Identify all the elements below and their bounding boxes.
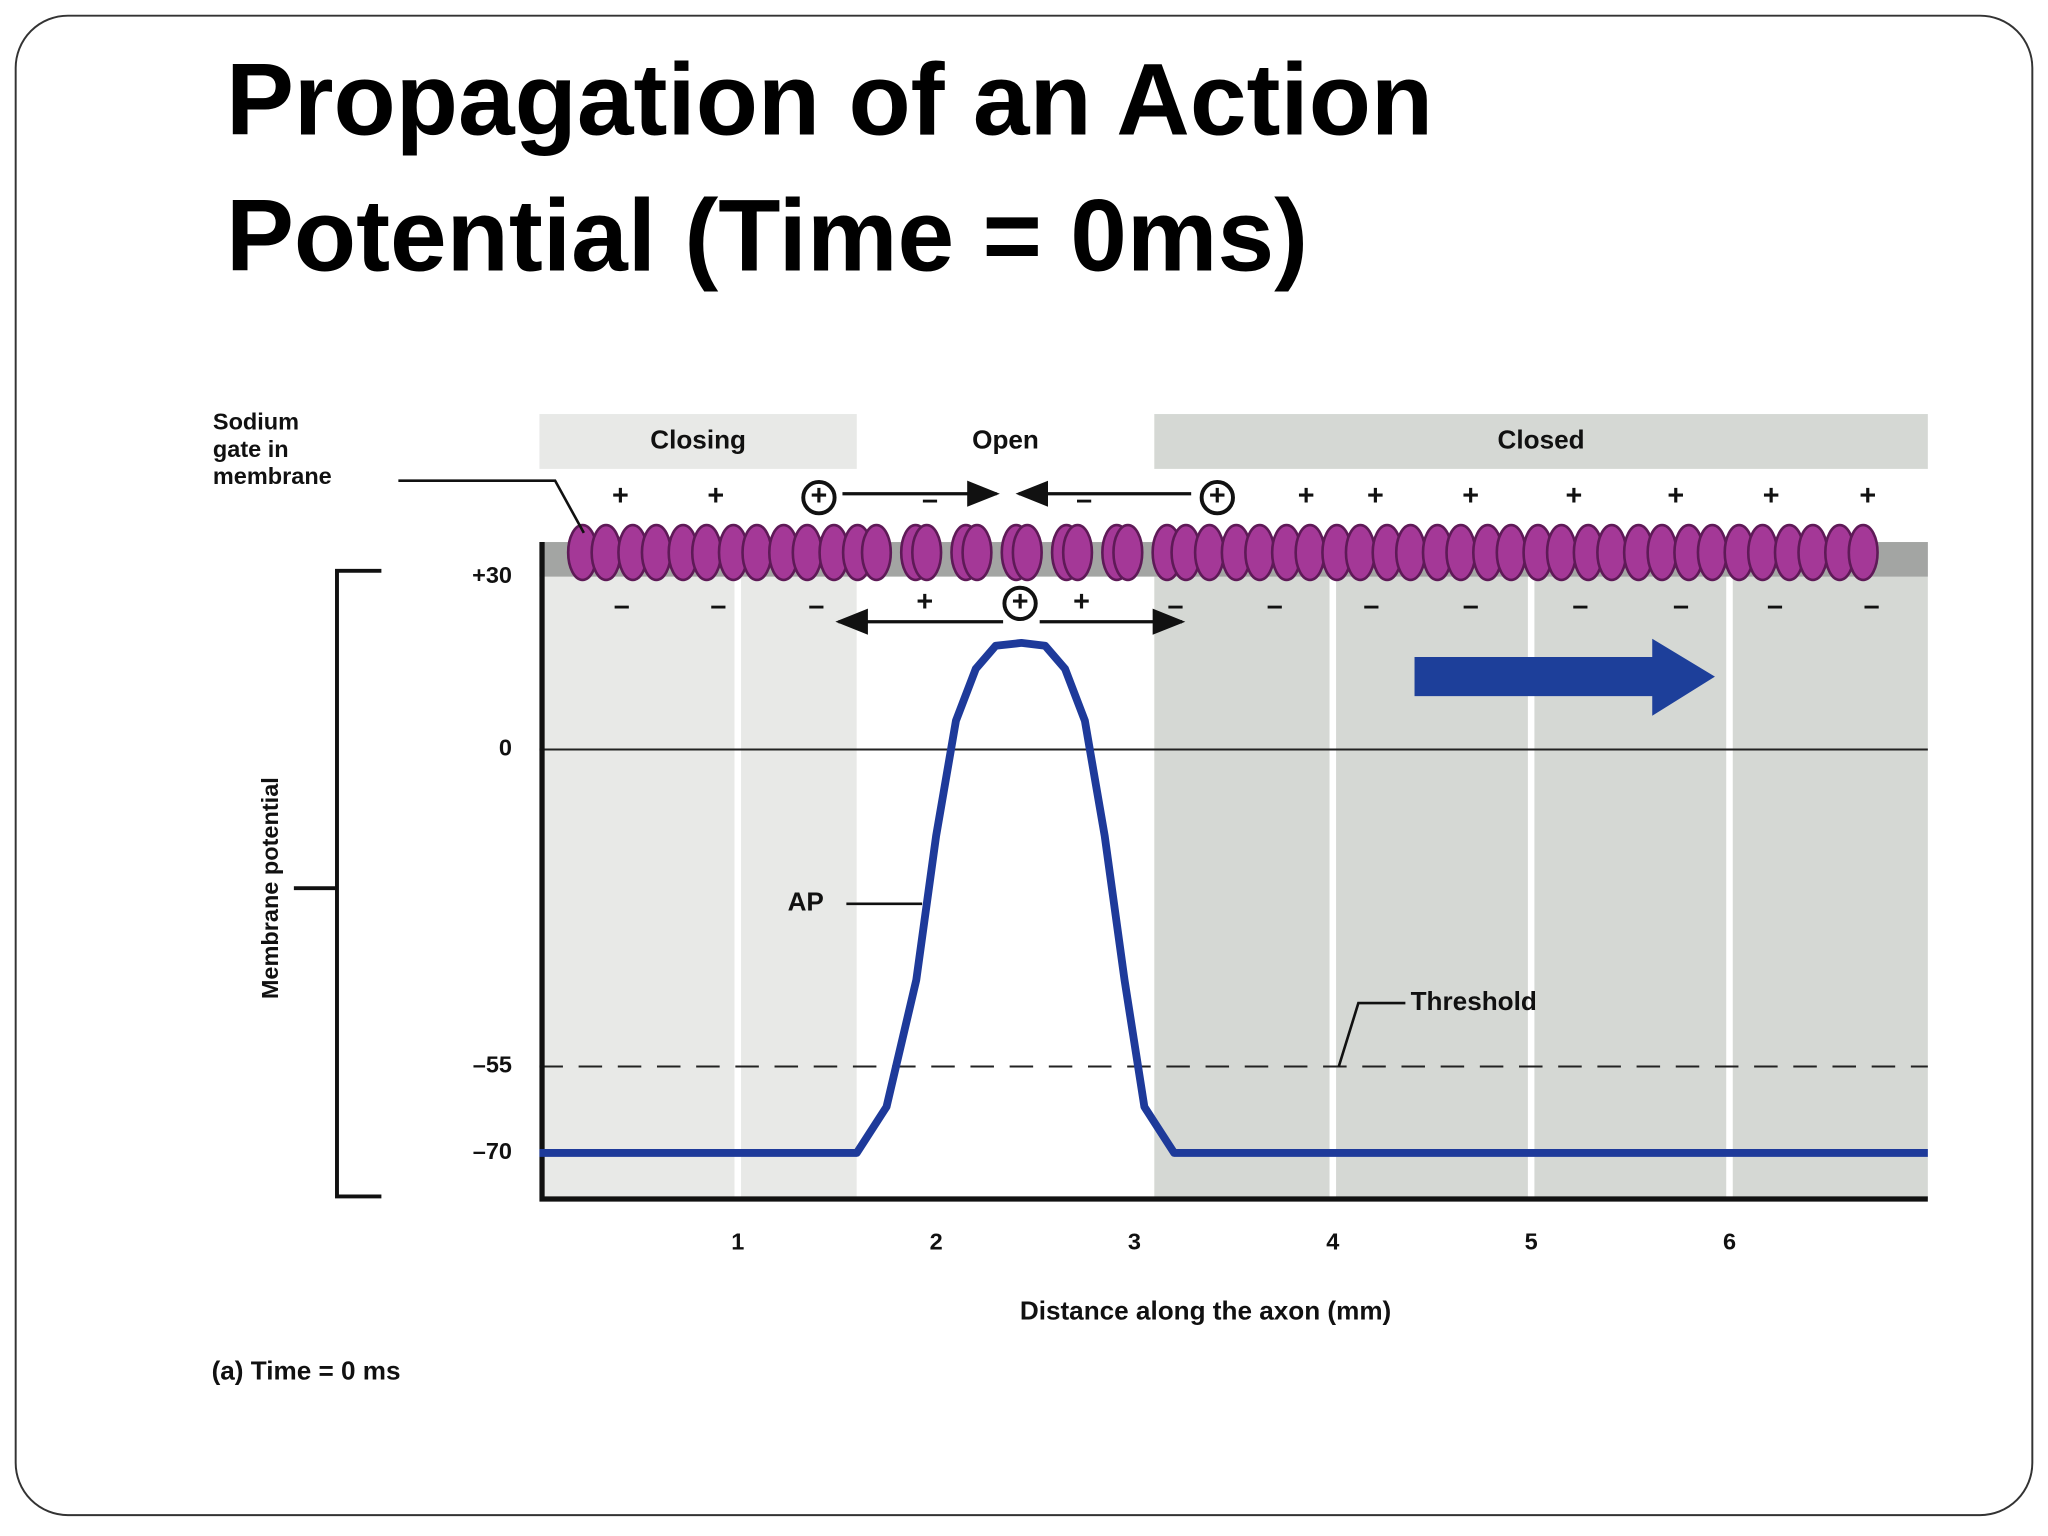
y-tick-label: +30 bbox=[472, 562, 512, 588]
x-tick-label: 4 bbox=[1326, 1229, 1339, 1255]
sodium-gate bbox=[1445, 523, 1477, 582]
chart: Closing Open Closed 1 2 3 4 5 6 +30 0 –55 –70 Thresho… bbox=[212, 408, 1928, 1386]
x-tick-label: 2 bbox=[930, 1229, 943, 1255]
charge: – bbox=[614, 590, 630, 622]
charge: + bbox=[1209, 480, 1226, 512]
threshold-label: Threshold bbox=[1411, 986, 1537, 1016]
charge: – bbox=[1767, 590, 1783, 622]
charge: + bbox=[612, 480, 629, 512]
slide-title: Potential (Time = 0ms) bbox=[226, 178, 1308, 292]
charge: + bbox=[916, 586, 933, 618]
y-axis-label: Membrane potential bbox=[257, 777, 283, 999]
charge: – bbox=[922, 484, 938, 516]
charge: + bbox=[1565, 480, 1582, 512]
sodium-gate bbox=[1394, 523, 1427, 582]
sodium-gate bbox=[1495, 523, 1527, 582]
sodium-gate bbox=[860, 523, 893, 582]
sodium-gate bbox=[1294, 523, 1326, 582]
region bbox=[856, 542, 1155, 1200]
axes bbox=[539, 542, 1928, 1202]
sodium-gate bbox=[1545, 523, 1578, 582]
charge: – bbox=[1267, 590, 1283, 622]
charge: – bbox=[1463, 590, 1479, 622]
charge: + bbox=[1763, 480, 1780, 512]
x-tick-label: 6 bbox=[1723, 1229, 1736, 1255]
charge: + bbox=[1859, 480, 1876, 512]
charge-circle bbox=[801, 480, 837, 516]
gate-leader bbox=[398, 479, 585, 534]
charge: + bbox=[811, 480, 828, 512]
charge: – bbox=[710, 590, 726, 622]
sodium-gate bbox=[1746, 523, 1779, 582]
charge-circle bbox=[1002, 585, 1038, 622]
charge: – bbox=[1076, 484, 1092, 516]
x-axis-label: Distance along the axon (mm) bbox=[1020, 1296, 1391, 1326]
charge: + bbox=[1667, 480, 1684, 512]
sodium-gate bbox=[1193, 523, 1226, 582]
charge: – bbox=[1572, 590, 1588, 622]
sodium-gate bbox=[1696, 523, 1728, 582]
charge: + bbox=[1367, 480, 1384, 512]
region-header bbox=[1154, 414, 1928, 469]
sodium-gate bbox=[1244, 523, 1276, 582]
region-label: Closed bbox=[1498, 424, 1585, 454]
sodium-gate bbox=[1596, 523, 1628, 582]
sodium-gate bbox=[1011, 523, 1043, 582]
x-tick-label: 1 bbox=[731, 1229, 744, 1255]
threshold-leader bbox=[1337, 1001, 1406, 1067]
region-header bbox=[539, 414, 857, 469]
charge: – bbox=[1363, 590, 1379, 622]
y-tick-label: –55 bbox=[473, 1052, 512, 1078]
charge: + bbox=[1298, 480, 1315, 512]
charge: – bbox=[1864, 590, 1880, 622]
sodium-gate bbox=[1847, 523, 1879, 582]
charge-circle bbox=[1199, 480, 1235, 516]
gate-label: Sodium bbox=[213, 408, 299, 434]
sodium-gate bbox=[1112, 523, 1144, 582]
x-tick-label: 5 bbox=[1525, 1229, 1538, 1255]
gate-label: membrane bbox=[213, 463, 332, 489]
charge: + bbox=[707, 480, 724, 512]
slide-title: Propagation of an Action bbox=[226, 43, 1433, 157]
sodium-gate bbox=[961, 523, 993, 582]
region bbox=[539, 542, 857, 1200]
sodium-gate bbox=[741, 523, 773, 582]
charge: – bbox=[808, 590, 824, 622]
sodium-gate bbox=[1061, 523, 1094, 582]
region bbox=[1154, 542, 1928, 1200]
ap-label: AP bbox=[788, 887, 824, 917]
sodium-gate bbox=[590, 523, 622, 582]
y-tick-label: –70 bbox=[473, 1138, 512, 1164]
x-tick-label: 3 bbox=[1128, 1229, 1141, 1255]
charge: + bbox=[1073, 586, 1090, 618]
sodium-gate bbox=[1646, 523, 1678, 582]
region-label: Open bbox=[972, 424, 1039, 454]
sodium-gate bbox=[690, 523, 723, 582]
sodium-gate bbox=[1797, 523, 1829, 582]
sodium-gate bbox=[1344, 523, 1376, 582]
charge: – bbox=[1673, 590, 1689, 622]
y-tick-label: 0 bbox=[499, 735, 512, 761]
gate-label: gate in bbox=[213, 436, 289, 462]
charge: + bbox=[1012, 586, 1029, 618]
sodium-gate bbox=[791, 523, 823, 582]
sodium-gate bbox=[640, 523, 672, 582]
ap-curve bbox=[539, 638, 1928, 1157]
caption: (a) Time = 0 ms bbox=[212, 1356, 401, 1386]
direction-arrow bbox=[1414, 638, 1715, 716]
region-label: Closing bbox=[650, 424, 746, 454]
sodium-gate bbox=[911, 523, 943, 582]
y-bracket bbox=[293, 568, 382, 1199]
charge: – bbox=[1168, 590, 1184, 622]
charge: + bbox=[1462, 480, 1479, 512]
